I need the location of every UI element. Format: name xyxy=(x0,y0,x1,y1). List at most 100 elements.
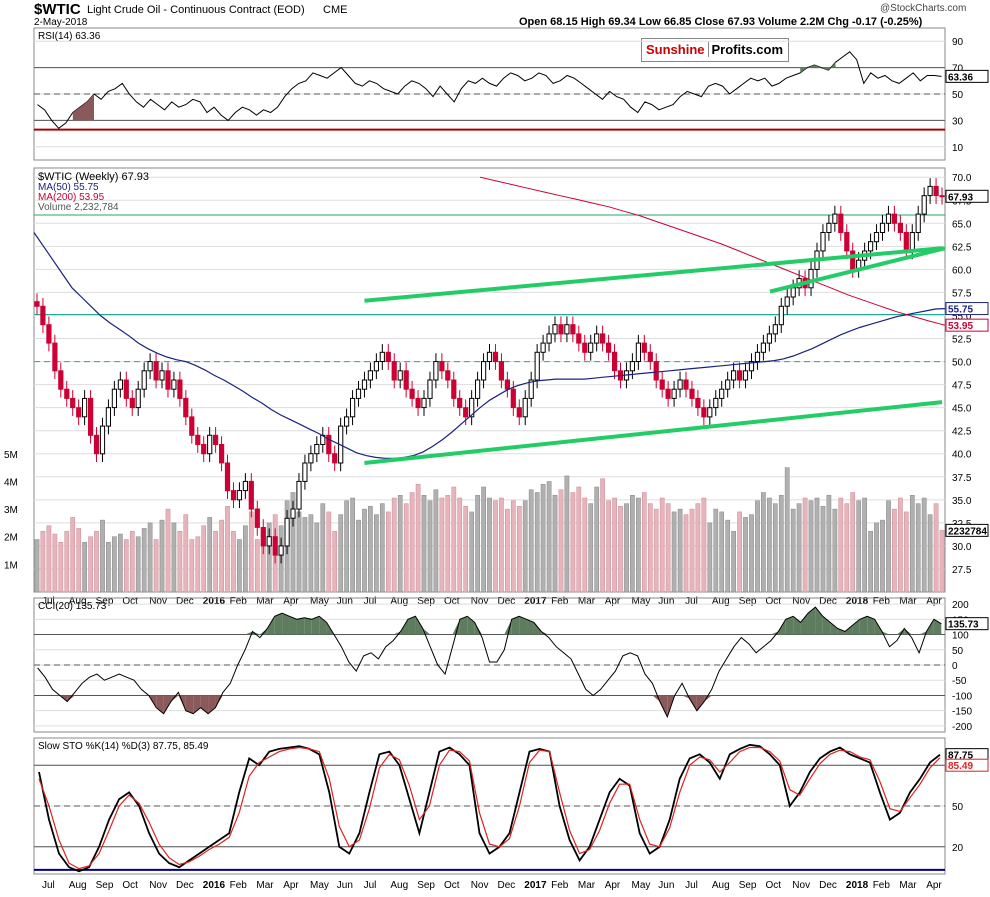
volume-bar xyxy=(564,475,570,593)
candle-body xyxy=(629,361,635,372)
sto-xaxis-label: Apr xyxy=(605,880,621,891)
volume-bar xyxy=(814,497,820,593)
candle-body xyxy=(52,342,58,372)
price-tick-label: 27.5 xyxy=(952,565,972,576)
cci-title: CCI(20) 135.73 xyxy=(38,601,107,612)
cci-overbought-fill xyxy=(785,616,794,635)
volume-bar xyxy=(558,489,564,593)
candle-body xyxy=(707,407,713,418)
volume-bar xyxy=(749,514,754,593)
volume-bar xyxy=(40,530,46,593)
volume-bar xyxy=(356,519,361,593)
candle-body xyxy=(522,397,528,418)
price-xaxis-label: Dec xyxy=(176,596,194,607)
volume-bar xyxy=(415,483,421,593)
volume-bar xyxy=(338,514,344,593)
volume-bar xyxy=(671,511,677,593)
volume-bar xyxy=(653,508,659,593)
sto-xaxis-label: Dec xyxy=(819,880,837,891)
candle-body xyxy=(510,388,516,409)
header-symbol: $WTIC xyxy=(34,1,81,18)
price-xaxis-label: Aug xyxy=(712,596,730,607)
volume-bar xyxy=(921,497,927,593)
volume-bar xyxy=(701,497,707,593)
volume-bar xyxy=(88,536,93,593)
price-tick-label: 45.0 xyxy=(952,404,972,415)
price-xaxis-label: Jul xyxy=(42,596,55,607)
candle-body xyxy=(224,462,231,492)
volume-bar xyxy=(135,536,141,593)
cci-overbought-fill xyxy=(319,616,327,635)
candle-body xyxy=(534,351,540,381)
volume-tick-label: 2M xyxy=(4,533,18,544)
candle-body xyxy=(933,185,939,197)
price-xaxis-label: Oct xyxy=(122,596,138,607)
candle-body xyxy=(111,388,118,409)
volume-bar xyxy=(516,506,522,593)
volume-bar xyxy=(445,495,451,593)
candle-body xyxy=(350,397,356,418)
cci-tick-label: -150 xyxy=(952,707,972,718)
candle-body xyxy=(713,397,719,409)
volume-bar xyxy=(326,511,332,593)
candle-body xyxy=(939,195,945,198)
volume-bar xyxy=(755,500,760,593)
volume-bar xyxy=(499,497,504,593)
candle-body xyxy=(129,397,135,409)
candle-body xyxy=(504,379,510,390)
price-tick-label: 60.0 xyxy=(952,265,972,276)
volume-bar xyxy=(469,511,475,593)
volume-bar xyxy=(391,497,397,593)
volume-bar xyxy=(225,506,230,593)
candle-body xyxy=(373,361,379,372)
volume-bar xyxy=(707,522,713,593)
volume-bar xyxy=(778,495,784,593)
candle-body xyxy=(207,434,213,455)
candle-body xyxy=(82,397,88,418)
volume-bar xyxy=(159,519,165,593)
rsi-line xyxy=(37,51,942,129)
volume-bar xyxy=(903,511,909,593)
candle-body xyxy=(570,324,576,335)
candle-body xyxy=(719,388,725,399)
watermark: @StockCharts.com xyxy=(880,3,967,14)
ma200-last-label: 53.95 xyxy=(948,321,973,332)
candle-body xyxy=(421,397,427,409)
cci-oversold-fill xyxy=(156,695,164,714)
price-xaxis-label: Nov xyxy=(149,596,167,607)
volume-bar xyxy=(695,503,701,593)
trend-channel-line xyxy=(364,400,943,465)
volume-bar xyxy=(368,506,373,593)
volume-bar xyxy=(892,508,897,593)
price-tick-label: 47.5 xyxy=(952,381,972,392)
sto-xaxis-label: Sep xyxy=(417,880,435,891)
candle-body xyxy=(159,370,165,381)
cci-overbought-fill xyxy=(274,613,283,635)
candle-body xyxy=(219,444,225,464)
price-tick-label: 37.5 xyxy=(952,473,972,484)
cci-overbought-fill xyxy=(867,616,875,635)
cci-tick-label: -50 xyxy=(952,676,967,687)
volume-bar xyxy=(397,495,403,593)
cci-overbought-fill xyxy=(504,619,512,635)
candle-body xyxy=(314,444,320,455)
volume-bar xyxy=(123,539,129,593)
price-tick-label: 42.5 xyxy=(952,427,972,438)
candle-body xyxy=(391,361,397,381)
candle-body xyxy=(34,301,40,307)
cci-oversold-fill xyxy=(171,695,179,702)
candle-body xyxy=(766,333,772,344)
candle-body xyxy=(808,268,814,289)
sto-xaxis-label: Feb xyxy=(873,880,891,891)
candle-body xyxy=(296,480,302,510)
volume-bar xyxy=(100,519,105,593)
volume-tick-label: 5M xyxy=(4,450,18,461)
candle-body xyxy=(879,222,886,234)
candle-body xyxy=(772,324,778,335)
price-xaxis-label: Sep xyxy=(96,596,114,607)
sto-d-last-label-box xyxy=(945,758,989,772)
volume-bar xyxy=(528,489,534,593)
volume-bar xyxy=(761,492,766,593)
volume-tick-label: 1M xyxy=(4,560,18,571)
sunshine-profits-logo: Sunshine Profits.com xyxy=(641,38,789,62)
